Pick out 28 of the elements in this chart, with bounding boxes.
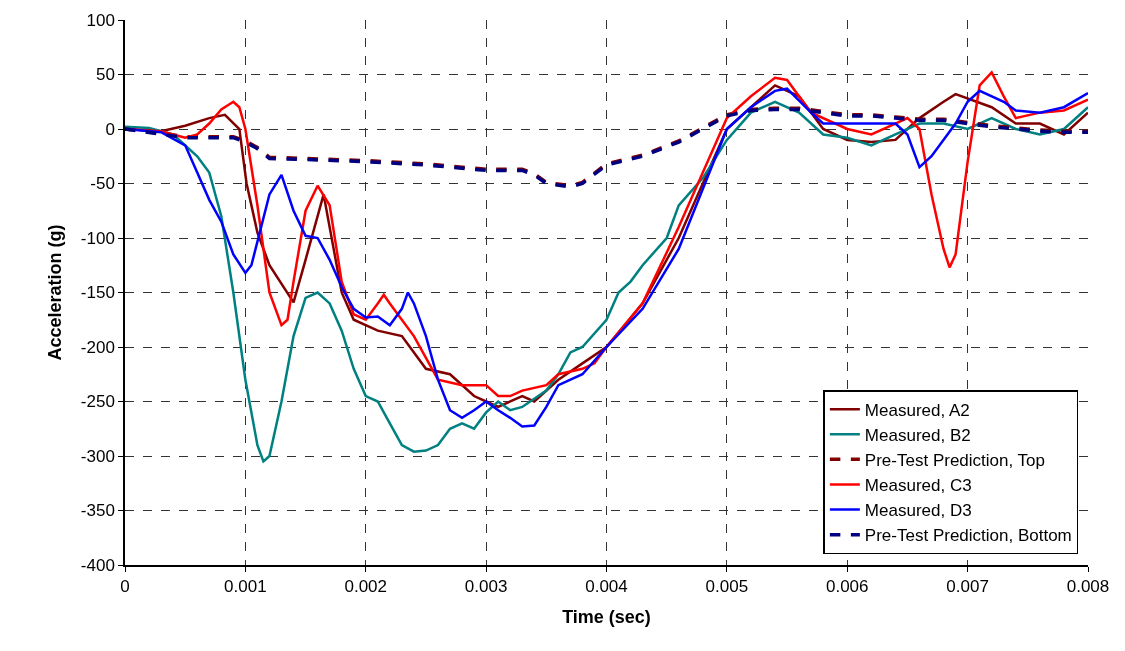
legend-label: Measured, B2	[864, 425, 971, 445]
y-tick-label: 100	[86, 10, 115, 30]
x-tick-label: 0.002	[344, 577, 388, 597]
x-tick-label: 0.006	[825, 577, 869, 597]
x-tick-label: 0.001	[224, 577, 267, 597]
legend-label: Pre-Test Prediction, Bottom	[864, 526, 1072, 546]
y-tick-label: -250	[80, 392, 115, 412]
legend-label: Measured, A2	[864, 400, 970, 420]
x-tick-label: 0.004	[585, 577, 628, 597]
y-tick-label: -50	[90, 174, 115, 194]
x-tick-label: 0.003	[464, 577, 508, 597]
x-tick-label: 0.007	[946, 577, 989, 597]
y-axis-title: Acceleration (g)	[44, 224, 65, 361]
x-axis-title: Time (sec)	[562, 606, 651, 627]
legend-label: Pre-Test Prediction, Top	[864, 450, 1046, 470]
y-tick-label: -300	[80, 446, 115, 466]
y-tick-label: -400	[80, 555, 115, 575]
legend-label: Measured, D3	[864, 501, 972, 521]
legend-label: Measured, C3	[864, 476, 972, 496]
y-tick-label: 50	[95, 65, 115, 85]
y-tick-label: -350	[80, 501, 115, 521]
y-tick-label: -100	[80, 228, 115, 248]
x-tick-label: 0.005	[705, 577, 749, 597]
y-tick-label: -200	[80, 337, 115, 357]
y-tick-label: 0	[105, 119, 115, 139]
y-tick-label: -150	[80, 283, 115, 303]
x-tick-label: 0	[120, 577, 130, 597]
x-tick-label: 0.008	[1066, 577, 1110, 597]
